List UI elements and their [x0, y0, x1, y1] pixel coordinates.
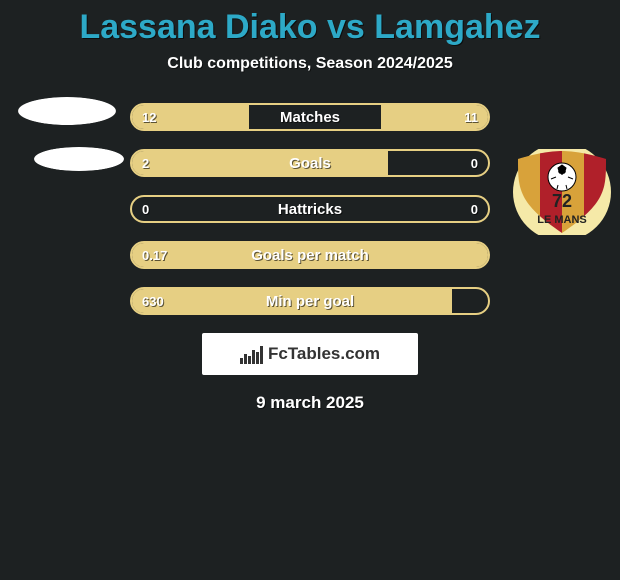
- report-date: 9 march 2025: [0, 393, 620, 413]
- stat-bar: 00Hattricks: [130, 195, 490, 223]
- bar-label: Matches: [132, 105, 488, 129]
- attribution-text: FcTables.com: [268, 344, 380, 364]
- attribution-badge: FcTables.com: [202, 333, 418, 375]
- stat-bar: 0.17Goals per match: [130, 241, 490, 269]
- stat-bar: 1211Matches: [130, 103, 490, 131]
- bar-label: Min per goal: [132, 289, 488, 313]
- page-title: Lassana Diako vs Lamgahez: [0, 0, 620, 47]
- page-subtitle: Club competitions, Season 2024/2025: [0, 55, 620, 73]
- barchart-icon: [240, 344, 264, 364]
- bar-label: Hattricks: [132, 197, 488, 221]
- club-number: 72: [552, 191, 572, 211]
- stat-bar: 630Min per goal: [130, 287, 490, 315]
- comparison-chart: 72 LE MANS 1211Matches 20Goals 00Hattricks…: [0, 103, 620, 315]
- player-right-logo: 72 LE MANS: [512, 149, 612, 235]
- club-name: LE MANS: [537, 214, 587, 226]
- bar-label: Goals per match: [132, 243, 488, 267]
- bar-label: Goals: [132, 151, 488, 175]
- bars-container: 1211Matches 20Goals 00Hattricks 0.17Goals p…: [130, 103, 490, 315]
- stat-bar: 20Goals: [130, 149, 490, 177]
- ellipse-icon: [18, 97, 116, 125]
- player-left-logo: [8, 97, 108, 197]
- ellipse-icon: [34, 147, 124, 171]
